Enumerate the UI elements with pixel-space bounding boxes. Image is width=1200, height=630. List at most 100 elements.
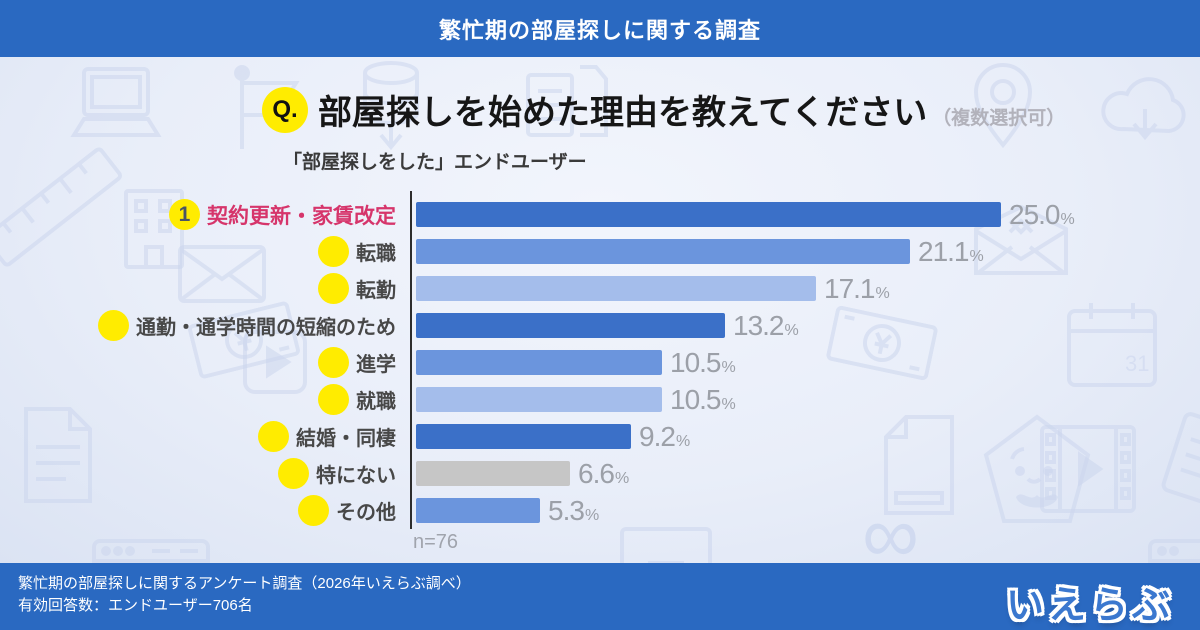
- bar: [416, 498, 540, 523]
- bar: [416, 276, 816, 301]
- bar: [416, 424, 631, 449]
- rank-1-badge: 1: [169, 199, 200, 230]
- bar: [416, 313, 725, 338]
- bar: [416, 202, 1001, 227]
- bar-category-label: その他: [336, 502, 396, 524]
- header-bar: 繁忙期の部屋探しに関する調査: [0, 0, 1200, 57]
- ruler-icon: [0, 143, 126, 270]
- bar-category-label: 契約更新・家賃改定: [207, 204, 396, 228]
- bar-value-number: 17.1: [824, 272, 875, 304]
- bar-cell: 17.1%: [416, 273, 1200, 305]
- mail-open-icon: [972, 203, 1070, 277]
- source-note: 繁忙期の部屋探しに関するアンケート調査（2026年いえらぶ調べ） 有効回答数：エ…: [18, 573, 471, 617]
- rank-1-badge: [318, 347, 349, 378]
- bar-cell: 6.6%: [416, 458, 1200, 490]
- bar-cell: 13.2%: [416, 310, 1200, 342]
- bar-value-unit: %: [969, 247, 984, 265]
- bar-value-unit: %: [1060, 210, 1075, 228]
- bar-cell: 21.1%: [416, 236, 1200, 268]
- bar-category-cell: 1 契約更新・家賃改定: [0, 199, 404, 230]
- q-badge: Q.: [262, 86, 308, 133]
- bar-category-label: 就職: [356, 391, 396, 413]
- play-video-icon: [242, 329, 308, 395]
- document-icon: [878, 413, 960, 517]
- bar-value-label: 6.6%: [578, 458, 629, 490]
- bar-value-label: 10.5%: [670, 384, 736, 416]
- laptop-icon: [68, 65, 164, 147]
- bar-value-unit: %: [875, 284, 890, 302]
- bar-value-label: 10.5%: [670, 347, 736, 379]
- clipboard-icon: [1155, 399, 1200, 514]
- bar: [416, 461, 570, 486]
- chart-axis-line: [410, 191, 412, 529]
- rank-1-badge: [318, 236, 349, 267]
- bar-category-label: 結婚・同棲: [296, 428, 396, 450]
- documents-icon: [520, 61, 610, 153]
- bar-category-cell: 通勤・通学時間の短縮のため: [0, 310, 404, 341]
- bar-category-cell: 転勤: [0, 273, 404, 304]
- respondent-subtitle: 「部屋探しをした」エンドユーザー: [283, 152, 587, 173]
- envelope-icon: [176, 243, 268, 305]
- bar-cell: 10.5%: [416, 384, 1200, 416]
- bar: [416, 239, 910, 264]
- rank-1-badge: [258, 421, 289, 452]
- bar-value-label: 5.3%: [548, 495, 599, 527]
- calendar-icon: 31: [1065, 299, 1159, 389]
- source-line-2: 有効回答数：エンドユーザー706名: [18, 597, 253, 614]
- bar: [416, 350, 662, 375]
- bar-cell: 9.2%: [416, 421, 1200, 453]
- chart-row: 特にない 6.6%: [0, 455, 1200, 492]
- bar-value-unit: %: [584, 506, 600, 524]
- bar-value-number: 25.0: [1009, 198, 1060, 230]
- question-title: 部屋探しを始めた理由を教えてください: [318, 94, 928, 132]
- bar-cell: 25.0%: [416, 199, 1200, 231]
- chart-row: 転職 21.1%: [0, 233, 1200, 270]
- bar-category-cell: その他: [0, 495, 404, 526]
- chart-row: 結婚・同棲 9.2%: [0, 418, 1200, 455]
- question-block: Q. 部屋探しを始めた理由を教えてください （複数選択可）: [262, 85, 1065, 134]
- bar-value-number: 9.2: [639, 420, 676, 452]
- database-download-icon: [352, 59, 430, 159]
- browser-window-icon: [1148, 539, 1200, 563]
- rank-1-badge: [318, 273, 349, 304]
- source-line-1: 繁忙期の部屋探しに関するアンケート調査（2026年いえらぶ調べ）: [18, 575, 471, 592]
- chart-row: 通勤・通学時間の短縮のため 13.2%: [0, 307, 1200, 344]
- bar-category-cell: 転職: [0, 236, 404, 267]
- printer-icon: [618, 525, 714, 563]
- footer-bar: 繁忙期の部屋探しに関するアンケート調査（2026年いえらぶ調べ） 有効回答数：エ…: [0, 563, 1200, 630]
- bar-value-number: 6.6: [578, 457, 615, 489]
- rank-1-badge: [298, 495, 329, 526]
- bar-value-number: 5.3: [548, 494, 585, 526]
- bar-value-label: 21.1%: [918, 236, 984, 268]
- bar-category-cell: 就職: [0, 384, 404, 415]
- bar-category-label: 通勤・通学時間の短縮のため: [136, 317, 396, 339]
- browser-window-icon: [92, 539, 210, 563]
- bar-value-number: 10.5: [670, 383, 721, 415]
- bar-category-cell: 特にない: [0, 458, 404, 489]
- question-note: （複数選択可）: [932, 108, 1066, 129]
- bar-chart: 1 契約更新・家賃改定 25.0% 転職 21.1% 転勤: [0, 196, 1200, 529]
- chart-row: その他 5.3%: [0, 492, 1200, 529]
- bar-value-number: 10.5: [670, 346, 721, 378]
- film-strip-icon: [1038, 423, 1138, 515]
- svg-text:31: 31: [1125, 351, 1149, 376]
- bar-category-label: 進学: [356, 354, 396, 376]
- document-icon: [18, 405, 98, 505]
- sample-size-label: n=76: [413, 531, 459, 553]
- bar-value-label: 9.2%: [639, 421, 690, 453]
- bar-cell: 10.5%: [416, 347, 1200, 379]
- bar-value-number: 21.1: [918, 235, 969, 267]
- chart-row: 転勤 17.1%: [0, 270, 1200, 307]
- bar-category-label: 転職: [356, 243, 396, 265]
- main-area: 31 ∞ Q. 部屋探しを始めた理由を教え: [0, 57, 1200, 563]
- location-pin-icon: [968, 63, 1038, 149]
- bar-value-label: 17.1%: [824, 273, 890, 305]
- bar-value-number: 13.2: [733, 309, 784, 341]
- bar-category-label: 転勤: [356, 280, 396, 302]
- bar-value-label: 25.0%: [1009, 199, 1075, 231]
- bar-value-label: 13.2%: [733, 310, 799, 342]
- ielove-logo: いえらぶ: [1005, 585, 1174, 627]
- bar-value-unit: %: [675, 432, 691, 450]
- rank-1-badge: [318, 384, 349, 415]
- bar-value-unit: %: [721, 395, 736, 413]
